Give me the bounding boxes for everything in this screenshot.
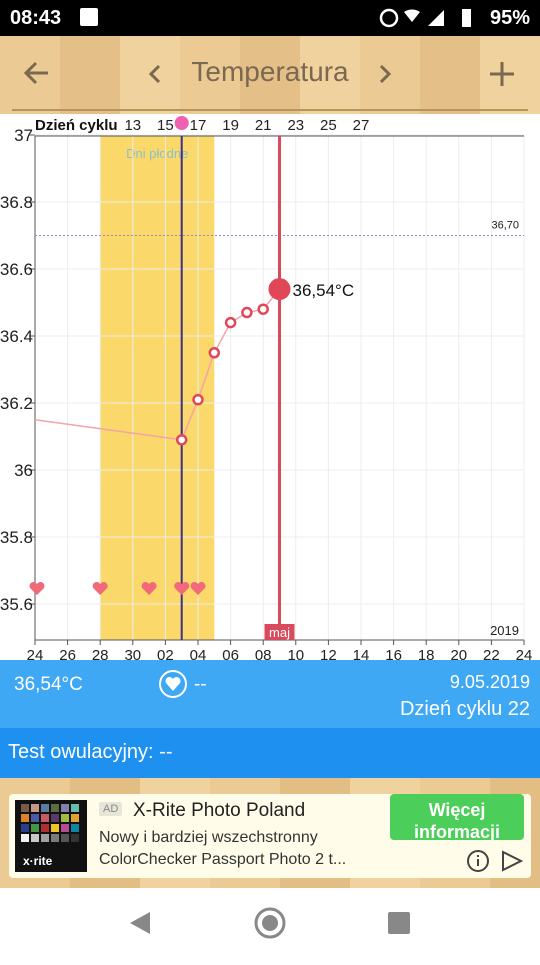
ad-button[interactable]: Więcej informacji [390,794,524,840]
heart [92,581,108,595]
ovulation-dot [174,116,189,130]
cycle-day: Dzień cyklu 22 [399,698,530,720]
prev-button[interactable] [146,62,164,86]
chart-bg [0,114,540,660]
ad-icons[interactable] [465,848,527,874]
back-button[interactable] [22,58,52,88]
ad-logo: x·rite [15,800,87,872]
y-tick-label: 36.4 [0,327,33,346]
title: Temperatura [191,56,349,87]
top-axis-label: Dzień cyklu [35,117,118,134]
top-tick-label: 21 [255,117,272,134]
test-value: -- [194,674,207,695]
fertile-window [100,136,215,640]
y-tick-label: 36.8 [0,193,33,212]
top-tick-label: 13 [124,117,141,134]
y-tick-label: 35.6 [0,595,33,614]
x-tick-label: 22 [483,647,500,660]
heart-icon[interactable] [158,669,188,699]
y-tick-label: 35.8 [0,528,33,547]
ovulation-test-bar[interactable]: Test owulacyjny: -- [0,728,540,778]
y-tick-label: 37 [14,126,33,145]
ad-title: X-Rite Photo Poland [133,800,306,821]
add-button[interactable] [488,60,516,88]
heart [174,581,190,595]
temperature: 36,54°C [14,674,83,695]
x-tick-label: 02 [157,647,174,660]
ad-badge: AD [99,802,123,816]
ad-line: Nowy i bardziej wszechstronny [99,829,318,846]
nav-bar [0,888,540,960]
x-tick-label: 30 [124,647,141,660]
year-label: 2019 [490,623,519,638]
x-tick-label: 10 [287,647,304,660]
y-tick-label: 36.2 [0,394,33,413]
point [257,303,269,315]
info-bar: 36,54°C -- 9.05.2019 Dzień cyklu 22 [0,660,540,728]
today-tag [264,624,295,640]
ad-line: ColorChecker Passport Photo 2 t... [99,851,347,868]
time: 08:43 [10,7,62,29]
status-icons [379,8,471,28]
divider [12,109,528,111]
y-tick-label: 36.6 [0,260,33,279]
reference-label: 36,70 [491,220,519,232]
fertile-label: Dni płodne [126,146,188,161]
nav-buttons [130,907,410,939]
x-tick-label: 06 [222,647,239,660]
top-tick-label: 19 [222,117,239,134]
x-tick-label: 20 [450,647,467,660]
top-tick-label: 27 [353,117,370,134]
x-tick-label: 26 [59,647,76,660]
point [241,306,253,319]
nav-recent[interactable] [388,912,410,934]
chart: Dni płodne 24 26 28 30 02 04 06 08 10 12 14 16 18 20 22… [0,114,540,660]
x-tick-label: 12 [320,647,337,660]
y-tick-label: 36 [14,461,33,480]
x-tick-label: 16 [385,647,402,660]
x-tick-label: 08 [255,647,272,660]
battery: 95% [489,7,530,29]
point [224,316,237,329]
color-chart [21,804,79,842]
nav-home[interactable] [254,907,286,939]
nav-back[interactable] [130,912,150,934]
x-tick-label: 24 [516,647,533,660]
current-label: 36,54°C [293,281,355,300]
heart [29,581,45,595]
ad-area: x·rite AD X-Rite Photo Poland Nowy i bar… [0,778,540,888]
ovulation-test: Test owulacyjny: -- [8,741,173,763]
x-tick-label: 18 [418,647,435,660]
app-icon [80,8,98,26]
nav-home-dot [262,915,278,931]
point [192,393,204,406]
current-point [268,278,291,301]
header: Temperatura [0,36,540,114]
top-tick-label: 25 [320,117,337,134]
top-tick-label: 15 [157,117,174,134]
top-tick-label: 23 [287,117,304,134]
date: 9.05.2019 [449,672,530,692]
point [175,434,188,446]
logo-text: x·rite [23,854,53,868]
x-tick-label: 04 [190,647,207,660]
x-tick-label: 14 [353,647,370,660]
next-button[interactable] [376,62,394,86]
x-tick-label: 28 [92,647,109,660]
x-tick-label: 24 [27,647,44,660]
today-label: maj [269,625,290,640]
heart [190,581,206,595]
status-bar: 08:43 95% [0,0,540,36]
ad-card[interactable]: x·rite AD X-Rite Photo Poland Nowy i bar… [9,794,531,878]
point [208,347,221,359]
heart [141,581,157,595]
top-tick-label: 17 [190,117,207,134]
